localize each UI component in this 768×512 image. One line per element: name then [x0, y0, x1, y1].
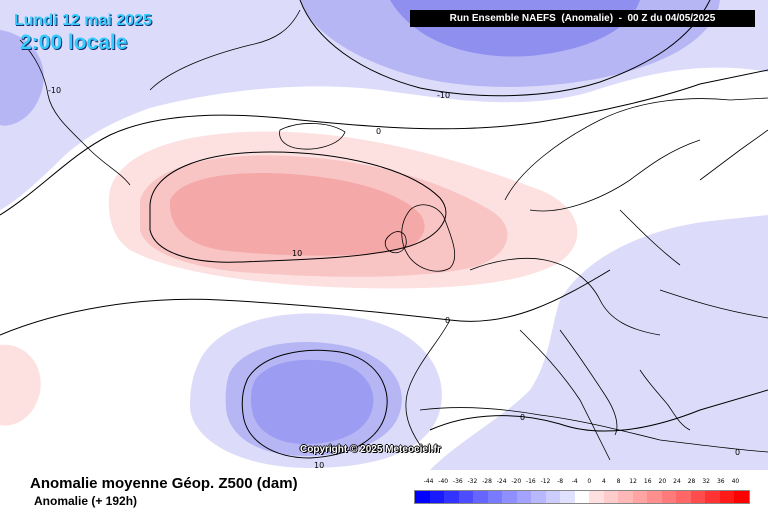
north-africa-coast [419, 407, 768, 453]
contour-label: 0 [376, 127, 381, 136]
legend-label: -40 [438, 478, 449, 485]
anomaly-map: -10 0 -10 10 0 10 0 0 [0, 0, 768, 470]
legend-swatch [647, 491, 662, 503]
legend-label: 0 [587, 478, 592, 485]
legend-swatch [487, 491, 503, 503]
chart-title: Anomalie moyenne Géop. Z500 (dam) [30, 475, 298, 492]
greece-coast [639, 369, 691, 431]
legend-swatch [734, 491, 749, 503]
contour-label: 10 [314, 461, 324, 470]
legend-label: -44 [423, 478, 434, 485]
legend-label: 28 [687, 478, 696, 485]
legend-swatch [719, 491, 735, 503]
legend-label: -4 [571, 478, 578, 485]
forecast-date: Lundi 12 mai 2025 [14, 12, 152, 29]
legend-label: 20 [658, 478, 667, 485]
run-info-banner: Run Ensemble NAEFS (Anomalie) - 00 Z du … [410, 10, 755, 27]
color-scale-legend: -44 -40 -36 -32 -28 -24 -20 -16 -12 -8 -4 0 4 8 12 16 20… [414, 478, 750, 508]
legend-swatch [531, 491, 546, 503]
legend-label: 24 [673, 478, 681, 485]
legend-label: -20 [511, 478, 522, 485]
legend-swatch [415, 491, 430, 503]
legend-swatch [705, 491, 720, 503]
legend-label: 36 [716, 478, 725, 485]
legend-label: -8 [557, 478, 564, 485]
legend-label: 4 [601, 478, 606, 485]
legend-label: -12 [540, 478, 551, 485]
contour-label: -10 [437, 91, 450, 100]
legend-swatch [690, 491, 706, 503]
chart-subtitle: Anomalie (+ 192h) [34, 494, 138, 508]
legend-label: 40 [731, 478, 740, 485]
legend-swatch [458, 491, 474, 503]
negative-anomaly-east [430, 215, 768, 470]
legend-color-bar [414, 490, 750, 504]
legend-swatch [618, 491, 633, 503]
contour-label: -10 [48, 86, 61, 95]
contour-plus10-atlantic [149, 151, 447, 263]
legend-swatch [473, 491, 488, 503]
legend-label: -16 [525, 478, 536, 485]
contour-label: 0 [520, 413, 525, 422]
legend-label: -24 [496, 478, 507, 485]
negative-anomaly-sw-core [251, 359, 374, 444]
scandinavia-coast [504, 97, 768, 212]
legend-swatch [661, 491, 677, 503]
legend-label: 16 [643, 478, 652, 485]
legend-label: -36 [452, 478, 463, 485]
legend-swatch [574, 491, 590, 503]
legend-labels: -44 -40 -36 -32 -28 -24 -20 -16 -12 -8 -4 0 4 8 12 16 20… [414, 478, 750, 488]
contour-zero-south [0, 269, 611, 336]
legend-swatch [632, 491, 648, 503]
legend-label: 12 [629, 478, 637, 485]
east-europe-borders [619, 129, 768, 319]
legend-swatch [603, 491, 619, 503]
copyright-notice: Copyright © 2025 Meteociel.fr [300, 444, 441, 455]
legend-label: -28 [482, 478, 492, 485]
contour-zero-med [429, 389, 768, 432]
forecast-time: 2:00 locale [20, 31, 128, 54]
legend-swatch [545, 491, 561, 503]
italy-coast [559, 329, 618, 436]
contour-minus10-north [299, 0, 711, 97]
legend-label: -32 [467, 478, 478, 485]
positive-anomaly-south-spot [0, 344, 41, 426]
greenland-coast [19, 9, 301, 186]
legend-swatch [502, 491, 517, 503]
legend-label: 8 [616, 478, 621, 485]
legend-swatch [444, 491, 459, 503]
contour-minus10-sw [241, 349, 388, 459]
negative-anomaly-west-lobe [0, 30, 44, 126]
uk-coast [384, 204, 456, 272]
legend-label: 32 [702, 478, 710, 485]
legend-swatch [560, 491, 575, 503]
legend-swatch [429, 491, 445, 503]
europe-mainland-coast [405, 257, 661, 461]
legend-swatch [589, 491, 604, 503]
iceland-coast [279, 123, 346, 150]
contour-label: 0 [735, 448, 740, 457]
positive-anomaly-core [169, 173, 425, 256]
legend-swatch [516, 491, 532, 503]
contour-label: 10 [292, 249, 302, 258]
contour-label: 0 [445, 316, 450, 325]
legend-swatch [676, 491, 691, 503]
